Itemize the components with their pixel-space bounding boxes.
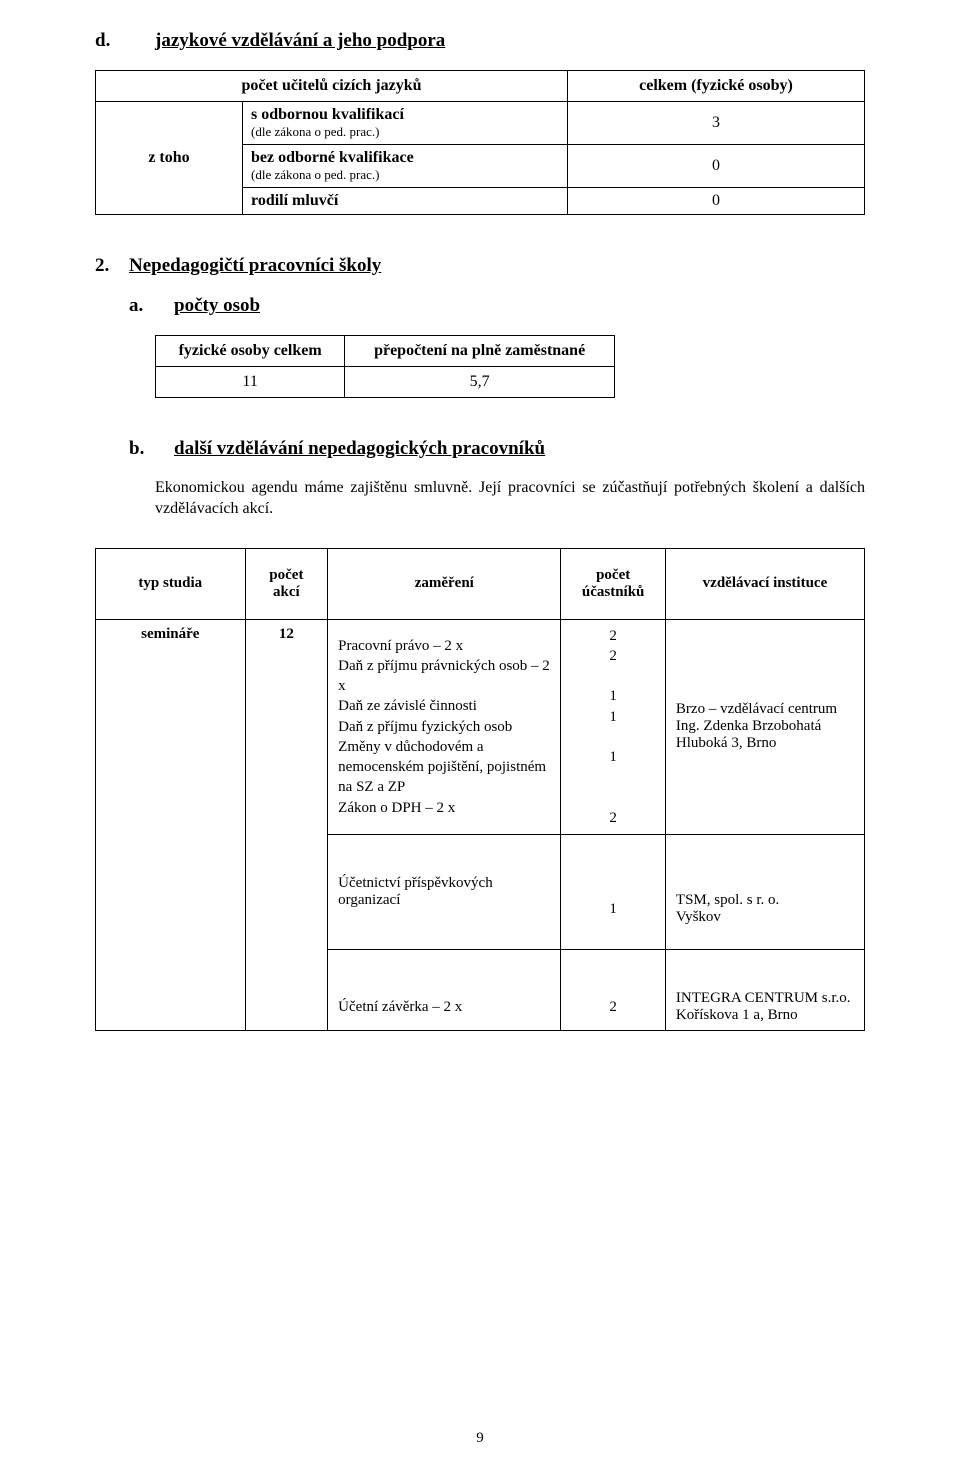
heading-2: 2. Nepedagogičtí pracovníci školy (95, 255, 865, 277)
page-number: 9 (0, 1430, 960, 1447)
heading-a: a. počty osob (129, 295, 865, 317)
t3-r1-uc-0: 2 (571, 626, 655, 646)
t3-r1-uc-2: 1 (571, 686, 655, 706)
heading-b-title: další vzdělávání nepedagogických pracovn… (174, 438, 545, 460)
t3-h-inst: vzdělávací instituce (665, 548, 864, 619)
t1-r1-main: bez odborné kvalifikace (251, 149, 559, 167)
t3-r1-uc: 2 2 1 1 1 2 (561, 619, 666, 835)
t3-r2-uc: 1 (561, 835, 666, 950)
t3-r1-zam-0: Pracovní právo – 2 x (338, 636, 550, 656)
t3-r2-inst: TSM, spol. s r. o. Vyškov (665, 835, 864, 950)
table-language-teachers: počet učitelů cizích jazyků celkem (fyzi… (95, 70, 865, 215)
t3-r1-uc-4: 1 (571, 747, 655, 767)
t1-r2-val: 0 (568, 188, 865, 215)
t3-r3-zam: Účetní závěrka – 2 x (328, 950, 561, 1031)
t3-r1-typ: semináře (96, 619, 246, 1031)
t3-h-typ: typ studia (96, 548, 246, 619)
t3-r1-akci: 12 (245, 619, 328, 1031)
t3-h-zam: zaměření (328, 548, 561, 619)
heading-d-letter: d. (95, 30, 155, 52)
t2-v2: 5,7 (345, 367, 615, 398)
t3-r2-inst-1: Vyškov (676, 909, 854, 926)
t3-r1-zam-3: Daň z příjmu fyzických osob (338, 717, 550, 737)
paragraph-nonped: Ekonomickou agendu máme zajištěnu smluvn… (155, 478, 865, 520)
t2-h1: fyzické osoby celkem (156, 336, 345, 367)
t3-r1-inst-0: Brzo – vzdělávací centrum (676, 701, 854, 718)
t3-r1-inst-1: Ing. Zdenka Brzobohatá (676, 718, 854, 735)
t1-r1-sub: (dle zákona o ped. prac.) (251, 167, 559, 183)
heading-a-letter: a. (129, 295, 174, 317)
t3-r1-inst: Brzo – vzdělávací centrum Ing. Zdenka Br… (665, 619, 864, 835)
t3-r1-zam-5: Zákon o DPH – 2 x (338, 798, 550, 818)
t1-r0-sub: (dle zákona o ped. prac.) (251, 124, 559, 140)
t3-r1-uc-1: 2 (571, 646, 655, 666)
t3-row-1: semináře 12 Pracovní právo – 2 x Daň z p… (96, 619, 865, 835)
t3-r2-inst-0: TSM, spol. s r. o. (676, 892, 854, 909)
heading-2-num: 2. (95, 255, 129, 277)
heading-b: b. další vzdělávání nepedagogických prac… (129, 438, 865, 460)
page: d. jazykové vzdělávání a jeho podpora po… (0, 0, 960, 1463)
t3-r3-inst-1: Kořískova 1 a, Brno (676, 1007, 854, 1024)
t3-r1-uc-5: 2 (571, 808, 655, 828)
t3-r1-zam-2: Daň ze závislé činnosti (338, 696, 550, 716)
t3-r1-zam-1: Daň z příjmu právnických osob – 2 x (338, 656, 550, 697)
paragraph-wrap: Ekonomickou agendu máme zajištěnu smluvn… (155, 478, 865, 520)
t1-r0-main: s odbornou kvalifikací (251, 106, 559, 124)
t3-r1-uc-gap2 (571, 727, 655, 747)
heading-d-title: jazykové vzdělávání a jeho podpora (155, 30, 445, 52)
t3-h-akci: počet akcí (245, 548, 328, 619)
t1-r1-val: 0 (568, 145, 865, 188)
t1-head-left: počet učitelů cizích jazyků (96, 71, 568, 102)
t2-v1: 11 (156, 367, 345, 398)
t1-r0-val: 3 (568, 102, 865, 145)
table-nonped-counts: fyzické osoby celkem přepočtení na plně … (155, 335, 615, 398)
heading-b-letter: b. (129, 438, 174, 460)
t3-r1-uc-3: 1 (571, 707, 655, 727)
t3-h-uc: počet účastníků (561, 548, 666, 619)
heading-d: d. jazykové vzdělávání a jeho podpora (95, 30, 865, 52)
t3-r1-zam-4: Změny v důchodovém a nemocenském pojiště… (338, 737, 550, 798)
t3-r2-zam: Účetnictví příspěvkových organizací (328, 835, 561, 950)
t1-ztoho: z toho (96, 102, 243, 215)
t3-r1-uc-gap1 (571, 666, 655, 686)
t3-r1-uc-gap3 (571, 767, 655, 808)
t3-r1-inst-2: Hluboká 3, Brno (676, 735, 854, 752)
t1-r2-main: rodilí mluvčí (251, 192, 559, 210)
t3-r3-inst: INTEGRA CENTRUM s.r.o. Kořískova 1 a, Br… (665, 950, 864, 1031)
t3-r3-inst-0: INTEGRA CENTRUM s.r.o. (676, 990, 854, 1007)
table-training: typ studia počet akcí zaměření počet úča… (95, 548, 865, 1032)
heading-2-title: Nepedagogičtí pracovníci školy (129, 255, 381, 277)
t3-r1-zam: Pracovní právo – 2 x Daň z příjmu právni… (328, 619, 561, 835)
t1-r0-desc: s odbornou kvalifikací (dle zákona o ped… (243, 102, 568, 145)
t2-h2: přepočtení na plně zaměstnané (345, 336, 615, 367)
t1-r2-desc: rodilí mluvčí (243, 188, 568, 215)
t1-r1-desc: bez odborné kvalifikace (dle zákona o pe… (243, 145, 568, 188)
t3-r3-uc: 2 (561, 950, 666, 1031)
t1-head-right: celkem (fyzické osoby) (568, 71, 865, 102)
heading-a-title: počty osob (174, 295, 260, 317)
